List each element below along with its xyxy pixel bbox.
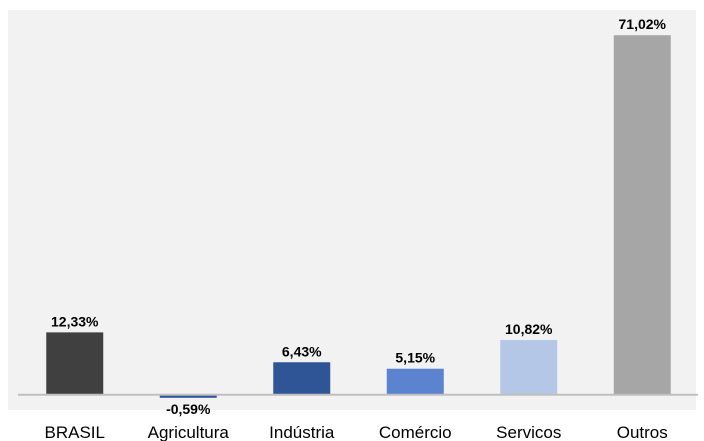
data-label-agricultura: -0,59% [166, 401, 211, 417]
data-label-industria: 6,43% [282, 343, 322, 359]
bar-brasil [46, 332, 104, 395]
category-label-agricultura: Agricultura [148, 423, 230, 441]
bar-industria [273, 362, 331, 395]
data-label-servicos: 10,82% [505, 321, 553, 337]
category-labels-group: BRASIL Agricultura Indústria Comércio Servic… [45, 423, 668, 441]
plot-area [8, 10, 696, 410]
bar-comercio [386, 368, 444, 395]
category-label-servicos: Servicos [496, 423, 561, 441]
category-label-industria: Indústria [269, 423, 335, 441]
category-label-outros: Outros [617, 423, 668, 441]
category-label-comercio: Comércio [379, 423, 452, 441]
category-label-brasil: BRASIL [45, 423, 105, 441]
bars-group [46, 35, 671, 398]
bar-outros [613, 35, 671, 395]
data-label-comercio: 5,15% [395, 350, 435, 366]
bar-servicos [500, 340, 558, 395]
data-labels-group: 12,33% -0,59% 6,43% 5,15% 10,82% 71,02% [51, 16, 667, 417]
bar-agricultura [159, 394, 217, 398]
data-label-brasil: 12,33% [51, 313, 99, 329]
data-label-outros: 71,02% [619, 16, 667, 32]
